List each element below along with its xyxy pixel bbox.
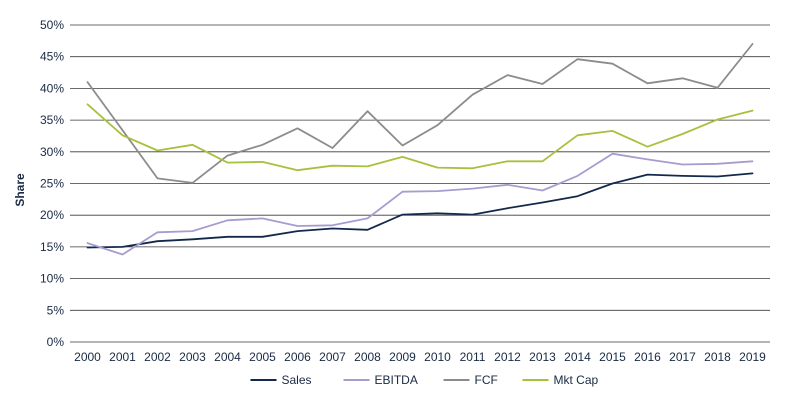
series-line-mkt-cap	[86, 103, 754, 172]
series-line-fcf	[86, 43, 754, 184]
legend-item-mkt-cap: Mkt Cap	[522, 373, 599, 387]
y-tick-label: 20%	[40, 208, 64, 222]
x-tick-label: 2012	[494, 350, 521, 364]
legend-item-fcf: FCF	[443, 373, 498, 387]
y-tick-label: 45%	[40, 50, 64, 64]
series-line-ebitda	[86, 152, 754, 256]
x-tick-label: 2009	[389, 350, 416, 364]
legend-item-sales: Sales	[250, 373, 312, 387]
y-tick-label: 10%	[40, 272, 64, 286]
x-tick-label: 2006	[284, 350, 311, 364]
x-tick-label: 2008	[354, 350, 381, 364]
legend-label: Sales	[282, 373, 312, 387]
x-tick-label: 2014	[564, 350, 591, 364]
x-tick-label: 2003	[179, 350, 206, 364]
x-tick-label: 2016	[634, 350, 661, 364]
x-tick-label: 2005	[249, 350, 276, 364]
x-tick-label: 2001	[109, 350, 136, 364]
x-tick-label: 2000	[74, 350, 101, 364]
y-tick-label: 30%	[40, 145, 64, 159]
gridlines	[70, 24, 770, 343]
legend-label: EBITDA	[375, 373, 418, 387]
legend-label: Mkt Cap	[554, 373, 599, 387]
x-tick-label: 2017	[669, 350, 696, 364]
series-lines	[86, 43, 754, 256]
y-tick-label: 0%	[47, 335, 65, 349]
x-tick-label: 2011	[460, 350, 486, 364]
legend-item-ebitda: EBITDA	[343, 373, 418, 387]
x-tick-label: 2004	[214, 350, 241, 364]
y-axis-ticks: 0% 5% 10% 15% 20% 25% 30% 35% 40% 45% 50%	[40, 18, 64, 349]
y-tick-label: 50%	[40, 18, 64, 32]
x-tick-label: 2002	[144, 350, 171, 364]
y-tick-label: 15%	[40, 240, 64, 254]
y-axis-title: Share	[13, 173, 27, 207]
series-line-sales	[86, 172, 754, 249]
y-tick-label: 35%	[40, 113, 64, 127]
x-tick-label: 2019	[739, 350, 766, 364]
x-axis-ticks: 2000 2001 2002 2003 2004 2005 2006 2007 2008 2009…	[74, 350, 766, 364]
x-tick-label: 2018	[704, 350, 731, 364]
x-tick-label: 2007	[319, 350, 346, 364]
x-tick-label: 2013	[529, 350, 556, 364]
x-tick-label: 2010	[424, 350, 451, 364]
y-tick-label: 25%	[40, 177, 64, 191]
legend-label: FCF	[475, 373, 498, 387]
y-tick-label: 5%	[47, 303, 65, 317]
y-tick-label: 40%	[40, 81, 64, 95]
x-tick-label: 2015	[599, 350, 626, 364]
legend: Sales EBITDA FCF Mkt Cap	[250, 373, 599, 387]
